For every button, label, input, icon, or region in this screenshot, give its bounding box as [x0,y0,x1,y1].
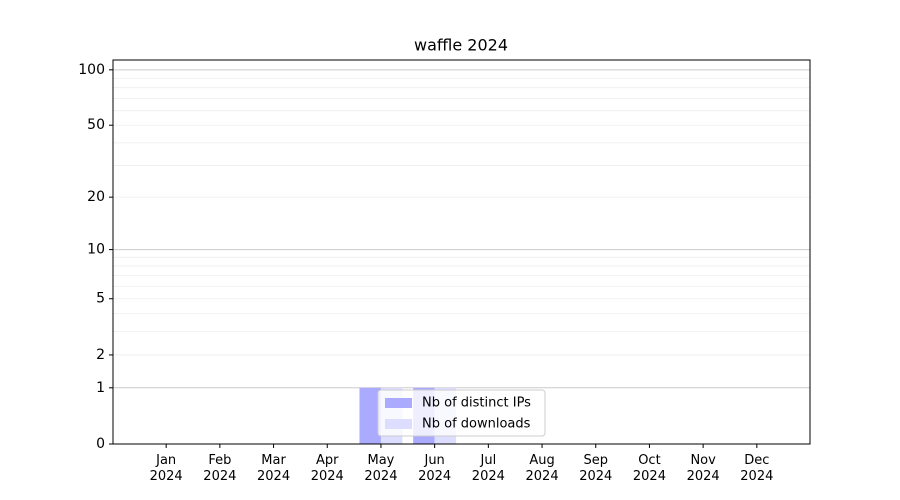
x-tick-label: May 2024 [364,453,398,484]
legend-label: Nb of distinct IPs [422,396,531,411]
plot-frame [112,59,811,445]
x-tick-label: Aug 2024 [525,453,559,484]
y-tick-label: 10 [87,242,105,258]
y-tick-label: 2 [96,347,105,363]
x-tick-label: Jun 2024 [418,453,452,484]
x-tick-label: Oct 2024 [632,453,666,484]
legend: Nb of distinct IPs Nb of downloads [377,389,546,437]
bar [359,387,381,444]
x-tick-label: Sep 2024 [579,453,613,484]
legend-swatch [385,419,412,429]
x-tick-label: Mar 2024 [257,453,291,484]
x-tick-label: Feb 2024 [203,453,237,484]
y-tick-label: 50 [87,117,105,133]
y-tick-label: 5 [96,291,105,307]
legend-label: Nb of downloads [422,417,531,432]
y-tick-label: 20 [87,189,105,205]
y-tick-label: 100 [78,62,105,78]
legend-box [377,389,546,437]
chart-title: waffle 2024 [414,36,508,55]
x-tick-label: Jul 2024 [471,453,505,484]
y-tick-label: 1 [96,380,105,396]
legend-swatch [385,398,412,408]
x-tick-label: Apr 2024 [310,453,344,484]
y-tick-label: 0 [96,436,105,452]
x-tick-label: Jan 2024 [149,453,183,484]
x-tick-label: Dec 2024 [740,453,774,484]
x-tick-label: Nov 2024 [686,453,720,484]
